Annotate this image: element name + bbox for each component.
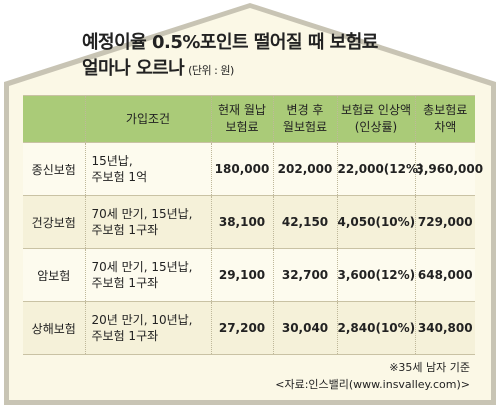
premium-increase: 3,600(12%): [336, 248, 415, 302]
premium-increase: 2,840(10%): [336, 301, 415, 355]
header-text: 총보험료: [423, 103, 468, 117]
premium-increase: 22,000(12%): [336, 142, 424, 196]
header-text: 월보험료: [282, 120, 328, 134]
current-premium: 38,100: [210, 195, 273, 249]
unit-label: (단위 : 원): [188, 64, 234, 77]
condition-line: 20년 만기, 10년납,: [91, 313, 193, 327]
insurance-type: 종신보험: [23, 142, 85, 196]
total-difference: 3,960,000: [414, 142, 483, 196]
page-title: 예정이율 0.5%포인트 떨어질 때 보험료 얼마나 오르나 (단위 : 원): [82, 30, 442, 84]
header-text: (인상률): [354, 120, 398, 134]
current-premium: 180,000: [210, 142, 273, 196]
table-row: 건강보험 70세 만기, 15년납, 주보험 1구좌 38,100 42,150 …: [23, 195, 475, 249]
header-text: 변경 후: [286, 103, 324, 117]
header-text: 보험료 인상액: [340, 103, 412, 117]
header-text: 보험료: [225, 120, 259, 134]
header-empty: [23, 95, 85, 143]
table-row: 상해보험 20년 만기, 10년납, 주보험 1구좌 27,200 30,040 …: [23, 301, 475, 355]
after-premium: 42,150: [272, 195, 337, 249]
enrollment-condition: 15년납, 주보험 1억: [84, 142, 211, 196]
total-difference: 729,000: [414, 195, 475, 249]
total-difference: 648,000: [414, 248, 475, 302]
condition-line: 주보험 1구좌: [91, 329, 159, 343]
current-premium: 29,100: [210, 248, 273, 302]
enrollment-condition: 70세 만기, 15년납, 주보험 1구좌: [84, 248, 211, 302]
condition-line: 주보험 1구좌: [91, 223, 159, 237]
basis-note: ※35세 남자 기준: [389, 361, 470, 374]
condition-line: 70세 만기, 15년납,: [91, 207, 193, 221]
condition-line: 주보험 1구좌: [91, 276, 159, 290]
header-condition: 가입조건: [84, 95, 211, 143]
after-premium: 30,040: [272, 301, 337, 355]
condition-line: 15년납,: [91, 154, 133, 168]
header-increase: 보험료 인상액 (인상률): [336, 95, 415, 143]
premium-increase: 4,050(10%): [336, 195, 415, 249]
condition-line: 70세 만기, 15년납,: [91, 260, 193, 274]
title-main: 얼마나 오르나: [82, 58, 185, 79]
table-row: 종신보험 15년납, 주보험 1억 180,000 202,000 22,000(…: [23, 142, 483, 196]
after-premium: 32,700: [272, 248, 337, 302]
header-text: 현재 월납: [218, 103, 266, 117]
table-row: 암보험 70세 만기, 15년납, 주보험 1구좌 29,100 32,700 3…: [23, 248, 475, 302]
title-line-1: 예정이율 0.5%포인트 떨어질 때 보험료: [82, 32, 378, 53]
enrollment-condition: 20년 만기, 10년납, 주보험 1구좌: [84, 301, 211, 355]
enrollment-condition: 70세 만기, 15년납, 주보험 1구좌: [84, 195, 211, 249]
total-difference: 340,800: [414, 301, 475, 355]
condition-line: 주보험 1억: [91, 170, 148, 184]
insurance-type: 건강보험: [23, 195, 85, 249]
insurance-type: 암보험: [23, 248, 85, 302]
source-note: <자료:인스밸리(www.insvalley.com)>: [275, 378, 470, 391]
current-premium: 27,200: [210, 301, 273, 355]
title-line-2: 얼마나 오르나 (단위 : 원): [82, 56, 442, 84]
after-premium: 202,000: [272, 142, 337, 196]
header-text: 차액: [434, 120, 457, 134]
insurance-type: 상해보험: [23, 301, 85, 355]
